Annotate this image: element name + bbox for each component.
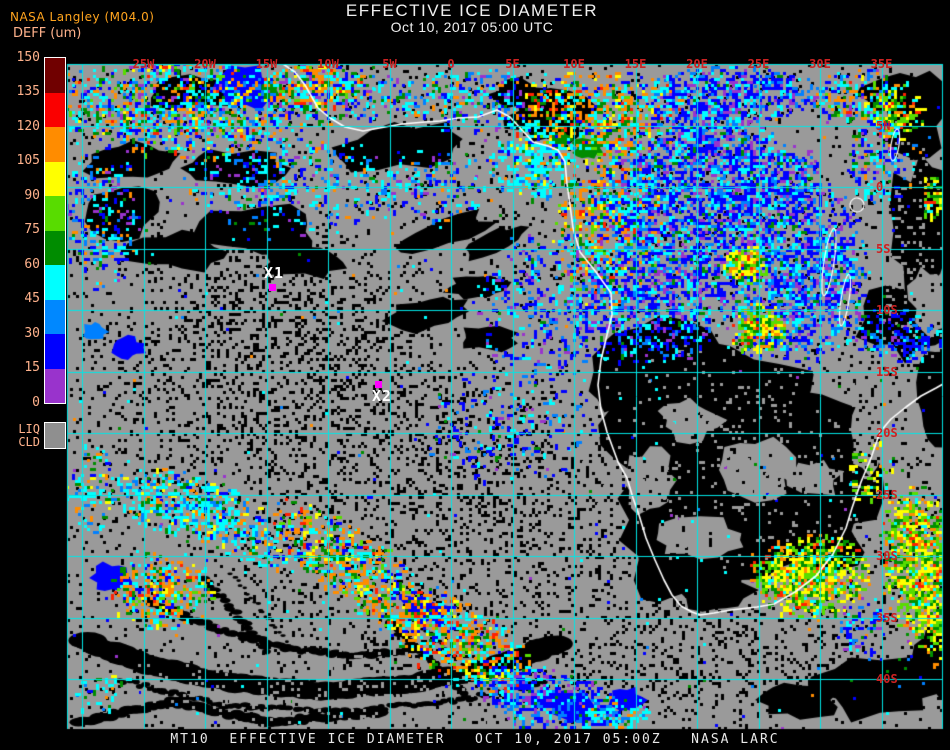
colorbar-segment [45, 265, 65, 300]
colorbar-tick: 0 [32, 394, 40, 410]
colorbar-tick: 120 [16, 118, 40, 134]
colorbar-segment [45, 127, 65, 162]
lat-label: 10S [876, 303, 898, 317]
marker-label-x1: X1 [264, 264, 285, 282]
status-bar: MT10 EFFECTIVE ICE DIAMETER OCT 10, 2017… [0, 730, 950, 750]
lat-label: 15S [876, 364, 898, 379]
lon-label: 35E [870, 57, 893, 71]
colorbar-tick: 45 [24, 291, 40, 306]
lon-label: 0 [447, 57, 455, 71]
lat-label: 0 [876, 180, 884, 194]
lat-label: 25S [876, 487, 898, 502]
lon-label: 5E [505, 57, 520, 71]
lon-label: 20W [194, 57, 216, 71]
colorbar-segment [45, 299, 65, 334]
lat-label: 20S [876, 426, 898, 440]
lon-label: 25W [132, 57, 155, 71]
colorbar-segment [45, 230, 65, 265]
lat-label: 5S [876, 241, 891, 256]
colorbar-segment [45, 161, 65, 196]
lon-label: 10E [563, 57, 585, 71]
lat-label: 40S [876, 672, 898, 686]
lon-label: 15E [624, 57, 647, 71]
colorbar-tick: 60 [24, 256, 40, 272]
colorbar-tick: 30 [24, 325, 40, 341]
colorbar-tick: 75 [24, 222, 40, 237]
colorbar-segment [45, 92, 65, 127]
lat-label: 30S [876, 549, 898, 563]
colorbar-segment [45, 368, 65, 403]
liquid-cloud-swatch [44, 422, 66, 449]
source-label: NASA Langley (M04.0) [10, 10, 155, 24]
liquid-cloud-label: LIQ CLD [18, 422, 40, 449]
colorbar [44, 57, 66, 404]
lon-label: 25E [747, 57, 770, 71]
page-title: EFFECTIVE ICE DIAMETER [345, 1, 599, 20]
colorbar-tick: 15 [24, 360, 40, 375]
lon-label: 20E [686, 57, 708, 71]
colorbar-tick: 135 [16, 84, 40, 99]
marker-dot-x1[interactable] [269, 284, 276, 291]
colorbar-tick: 90 [24, 187, 40, 203]
colorbar-segment [45, 196, 65, 231]
lat-label: 35S [876, 610, 898, 625]
colorbar-segment [45, 58, 65, 93]
marker-dot-x2[interactable] [375, 381, 382, 388]
lon-label: 15W [255, 57, 278, 71]
lon-label: 30E [809, 57, 831, 71]
lat-label: 5N [876, 118, 891, 133]
lon-label: 5W [382, 57, 397, 71]
colorbar-tick: 105 [16, 153, 40, 168]
lon-label: 10W [317, 57, 339, 71]
colorbar-tick: 150 [16, 49, 40, 65]
product-label: DEFF (um) [13, 26, 82, 41]
marker-label-x2: X2 [372, 387, 393, 405]
colorbar-segment [45, 334, 65, 369]
page-subtitle: Oct 10, 2017 05:00 UTC [390, 19, 554, 35]
